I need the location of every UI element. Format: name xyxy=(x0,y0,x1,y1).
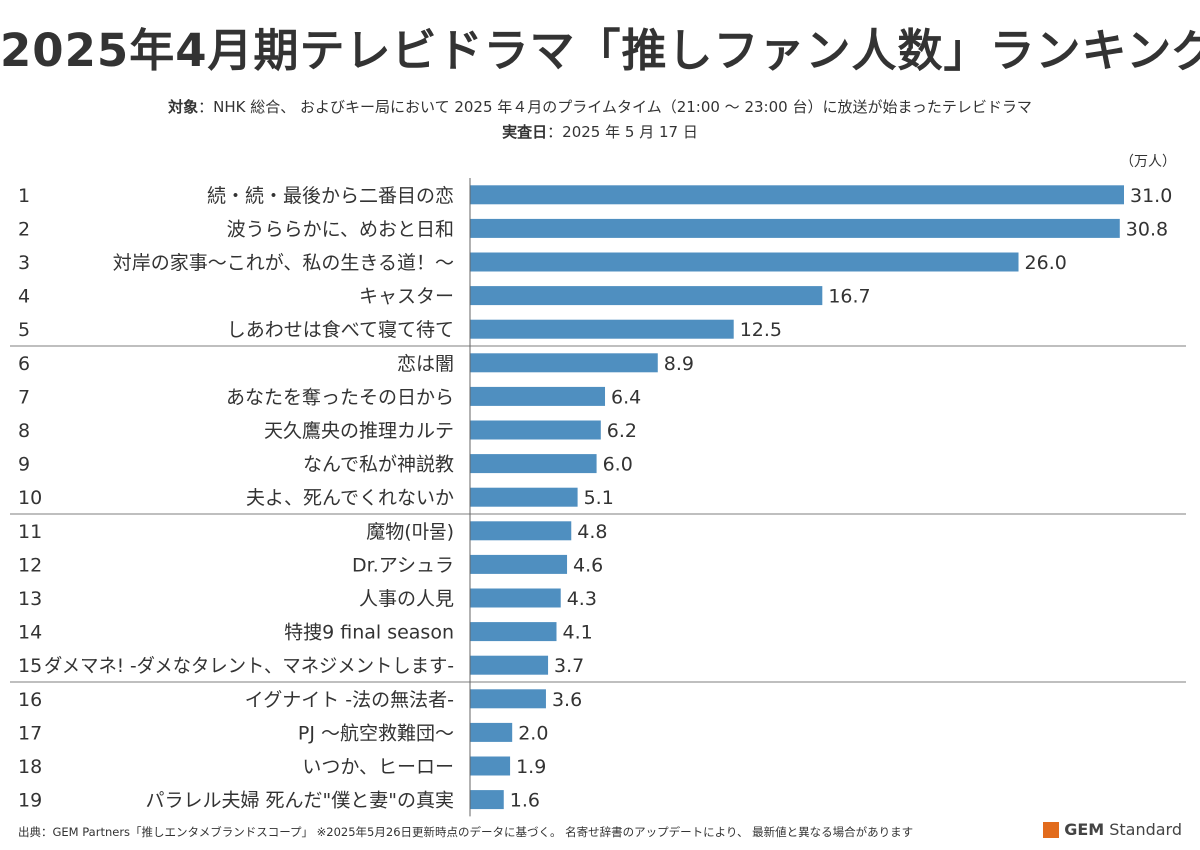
rank-label: 13 xyxy=(18,588,42,610)
bar xyxy=(470,353,658,373)
value-label: 8.9 xyxy=(664,353,694,375)
value-label: 5.1 xyxy=(584,487,614,509)
value-label: 4.8 xyxy=(577,521,607,543)
value-label: 3.6 xyxy=(552,689,582,711)
rank-label: 11 xyxy=(18,521,42,543)
bar xyxy=(470,252,1019,272)
bar xyxy=(470,286,823,306)
value-label: 6.2 xyxy=(607,420,637,442)
rank-label: 17 xyxy=(18,722,42,744)
category-label: 波うららかに、めおと日和 xyxy=(227,218,454,240)
category-label: イグナイト -法の無法者- xyxy=(245,689,454,711)
source-footnote: 出典：GEM Partners「推しエンタメブランドスコープ」 ※2025年5月… xyxy=(18,825,914,839)
bar xyxy=(470,689,546,709)
category-label: 続・続・最後から二番目の恋 xyxy=(207,185,454,207)
value-label: 4.6 xyxy=(573,554,603,576)
category-label: 天久鷹央の推理カルテ xyxy=(264,420,454,442)
rank-label: 18 xyxy=(18,756,42,778)
bar xyxy=(470,420,601,440)
bar xyxy=(470,487,578,507)
value-label: 6.0 xyxy=(603,454,633,476)
category-label: 夫よ、死んでくれないか xyxy=(246,487,454,509)
unit-label: （万人） xyxy=(1120,154,1176,170)
date-label: 実査日 xyxy=(502,123,548,141)
category-label: パラレル夫婦 死んだ"僕と妻"の真実 xyxy=(145,790,454,812)
bar xyxy=(470,185,1124,205)
rank-label: 14 xyxy=(18,622,42,644)
logo-standard-text: Standard xyxy=(1109,820,1182,839)
date-text: ：2025 年 5 月 17 日 xyxy=(547,123,698,141)
category-label: 対岸の家事～これが、私の生きる道！～ xyxy=(113,252,454,274)
category-label: 特捜9 final season xyxy=(284,622,454,644)
rank-label: 2 xyxy=(18,218,30,240)
rank-label: 16 xyxy=(18,689,42,711)
target-label: 対象 xyxy=(168,98,199,116)
value-label: 16.7 xyxy=(828,286,870,308)
value-label: 6.4 xyxy=(611,386,641,408)
bar xyxy=(470,790,504,810)
category-label: しあわせは食べて寝て待て xyxy=(227,319,454,341)
subtitle-target: 対象：NHK 総合、 およびキー局において 2025 年４月のプライムタイム（2… xyxy=(0,96,1200,117)
chart-title: 2025年4月期テレビドラマ「推しファン人数」ランキング xyxy=(0,24,1200,77)
category-label: ダメマネ! -ダメなタレント、マネジメントします- xyxy=(44,655,454,677)
value-label: 12.5 xyxy=(740,319,782,341)
bar xyxy=(470,554,568,574)
category-label: 恋は闇 xyxy=(397,353,454,375)
rank-label: 10 xyxy=(18,487,42,509)
value-label: 30.8 xyxy=(1126,218,1168,240)
bar xyxy=(470,319,734,339)
bar xyxy=(470,655,549,675)
bar xyxy=(470,622,557,642)
rank-label: 1 xyxy=(18,185,30,207)
value-label: 4.3 xyxy=(567,588,597,610)
value-label: 2.0 xyxy=(518,722,548,744)
target-text: ：NHK 総合、 およびキー局において 2025 年４月のプライムタイム（21:… xyxy=(198,98,1032,116)
category-label: いつか、ヒーロー xyxy=(302,756,454,778)
rank-label: 19 xyxy=(18,790,42,812)
category-label: なんで私が神説教 xyxy=(303,454,454,476)
value-label: 1.9 xyxy=(516,756,546,778)
gem-standard-logo: GEM Standard xyxy=(1043,820,1182,839)
value-label: 26.0 xyxy=(1025,252,1067,274)
bar xyxy=(470,454,597,474)
rank-label: 9 xyxy=(18,454,30,476)
category-label: Dr.アシュラ xyxy=(352,554,454,576)
bar xyxy=(470,386,606,406)
rank-label: 6 xyxy=(18,353,30,375)
bar xyxy=(470,218,1120,238)
category-label: キャスター xyxy=(359,286,454,308)
value-label: 3.7 xyxy=(554,655,584,677)
logo-mark-icon xyxy=(1043,821,1060,838)
rank-label: 5 xyxy=(18,319,30,341)
rank-label: 7 xyxy=(18,386,30,408)
category-label: 人事の人見 xyxy=(359,588,454,610)
subtitle-date: 実査日：2025 年 5 月 17 日 xyxy=(0,121,1200,142)
bar xyxy=(470,756,511,776)
bar xyxy=(470,722,513,742)
value-label: 4.1 xyxy=(562,622,592,644)
rank-label: 3 xyxy=(18,252,30,274)
bar xyxy=(470,588,561,608)
category-label: 魔物(마물) xyxy=(366,521,454,543)
logo-gem-text: GEM xyxy=(1064,820,1105,839)
rank-label: 8 xyxy=(18,420,30,442)
rank-label: 15 xyxy=(18,655,42,677)
value-label: 31.0 xyxy=(1130,185,1172,207)
category-label: あなたを奪ったその日から xyxy=(226,386,454,408)
category-label: PJ ～航空救難団～ xyxy=(298,722,454,744)
rank-label: 12 xyxy=(18,554,42,576)
bar xyxy=(470,521,572,541)
rank-label: 4 xyxy=(18,286,30,308)
value-label: 1.6 xyxy=(510,790,540,812)
